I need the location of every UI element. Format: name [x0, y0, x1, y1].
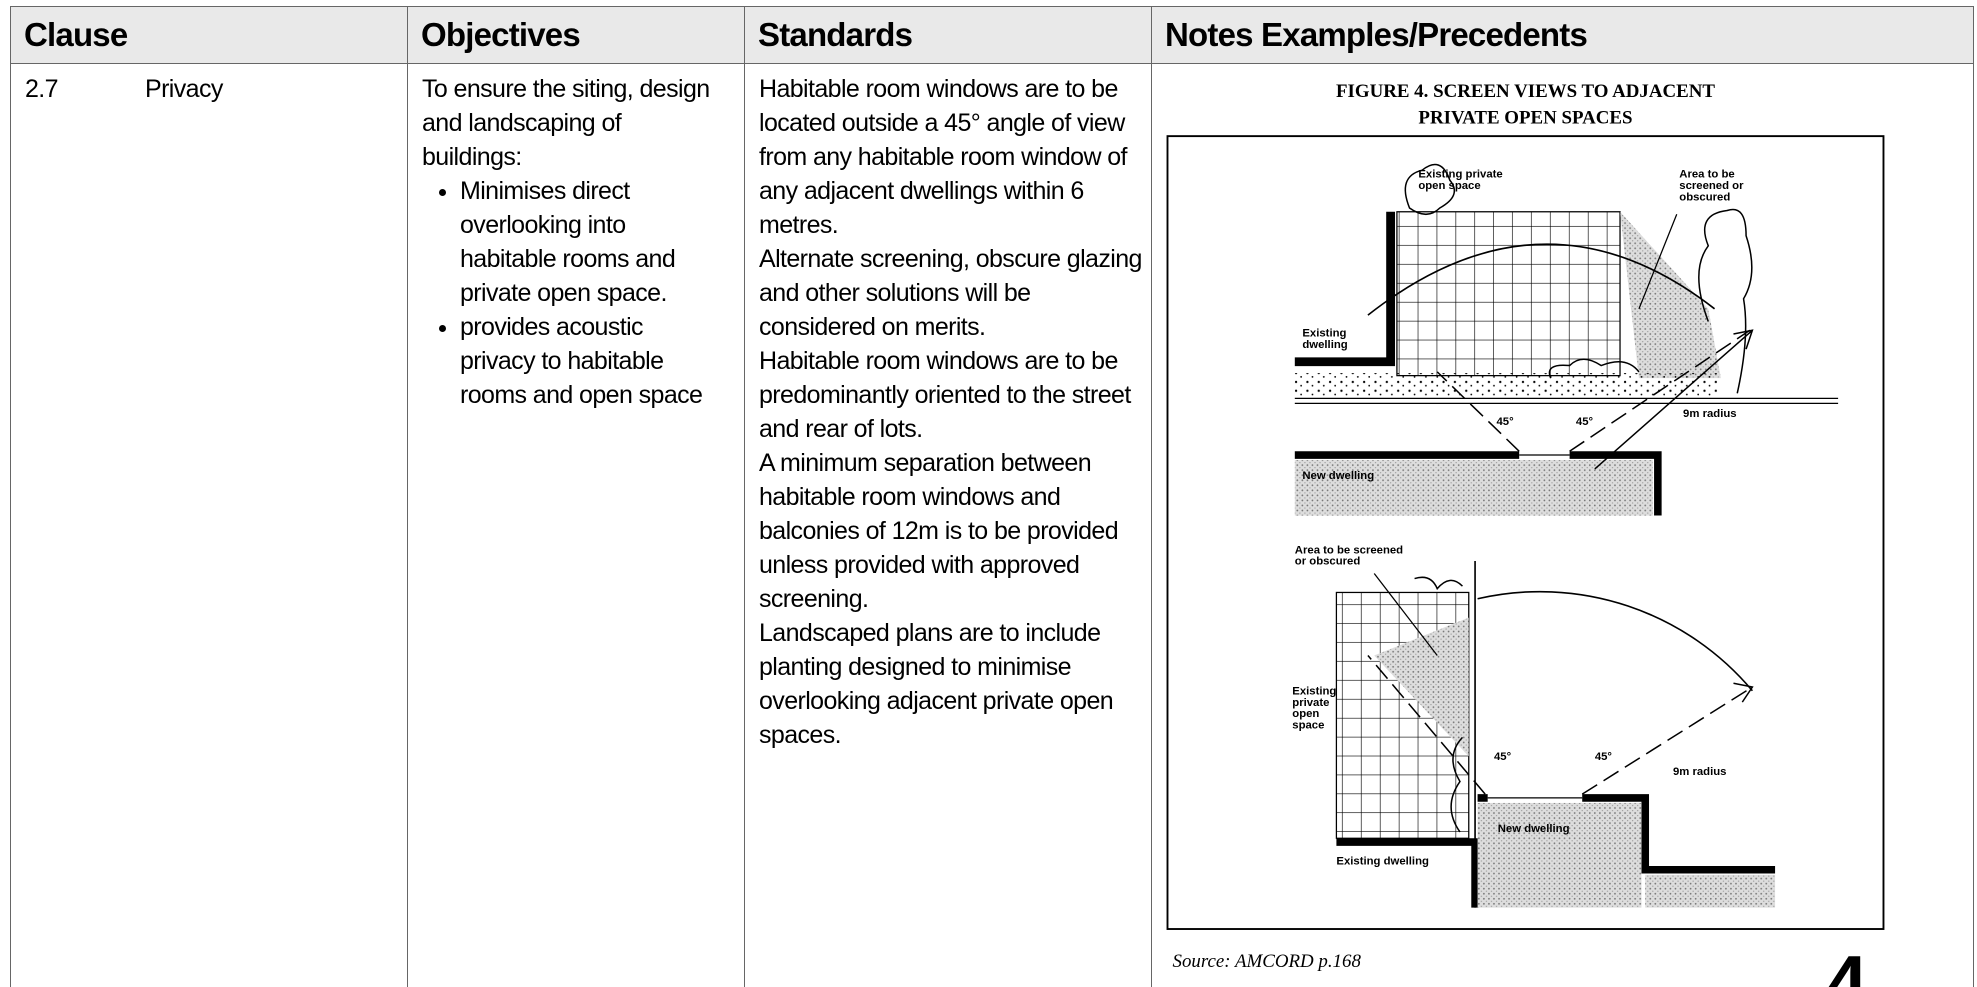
- figure-label: 45°: [1496, 416, 1514, 428]
- standard: Habitable room windows are to be predomi…: [759, 347, 1131, 443]
- border: [10, 6, 1973, 7]
- figure-label: Existing private: [1418, 169, 1502, 181]
- standard: Alternate screening, obscure glazing and…: [759, 245, 1142, 341]
- figure-title: FIGURE 4. SCREEN VIEWS TO ADJACENT: [1336, 81, 1715, 102]
- figure-label: Area to be screened: [1295, 544, 1403, 556]
- figure-label: space: [1292, 720, 1324, 732]
- border: [10, 63, 1973, 64]
- standard: Habitable room windows are to be located…: [759, 75, 1128, 239]
- figure-label: open space: [1418, 180, 1480, 192]
- figure-drawing: [1166, 135, 1885, 930]
- figure-label: Area to be: [1679, 169, 1734, 181]
- figure-label: private: [1292, 697, 1329, 709]
- figure-label: 45°: [1576, 416, 1594, 428]
- figure-label: 9m radius: [1683, 408, 1737, 420]
- figure-label: or obscured: [1295, 556, 1361, 568]
- figure-label: 45°: [1494, 751, 1512, 763]
- clause-title: Privacy: [145, 75, 223, 103]
- figure-label: open: [1292, 708, 1319, 720]
- figure-label: New dwelling: [1302, 470, 1374, 482]
- figure-label: Existing: [1302, 328, 1346, 340]
- standard: Landscaped plans are to include planting…: [759, 619, 1114, 749]
- figure-source: Source: AMCORD p.168: [1173, 951, 1362, 972]
- objectives-intro: To ensure the siting, design and landsca…: [422, 75, 710, 171]
- figure-label: 9m radius: [1673, 766, 1727, 778]
- figure-label: Existing dwelling: [1336, 856, 1429, 868]
- header-cell: Standards: [744, 6, 1151, 63]
- border: [407, 6, 408, 987]
- figure-label: New dwelling: [1498, 823, 1570, 835]
- header-cell: Notes Examples/Precedents: [1151, 6, 1973, 63]
- header-cell: Objectives: [407, 6, 744, 63]
- figure-label: 45°: [1595, 751, 1613, 763]
- objective-bullet: provides acoustic privacy to habitable r…: [460, 310, 722, 412]
- figure-title: PRIVATE OPEN SPACES: [1418, 108, 1632, 129]
- border: [744, 6, 745, 987]
- standards: Habitable room windows are to be located…: [759, 72, 1144, 752]
- figure-label: screened or: [1679, 180, 1744, 192]
- figure-label: obscured: [1679, 191, 1730, 203]
- objectives: To ensure the siting, design and landsca…: [422, 72, 722, 412]
- objective-bullet: Minimises direct overlooking into habita…: [460, 174, 722, 310]
- border: [10, 6, 11, 987]
- figure-label: dwelling: [1302, 339, 1347, 351]
- clause-number: 2.7: [25, 75, 59, 103]
- border: [1151, 6, 1152, 987]
- page-mark: 4: [1825, 941, 1867, 987]
- figure-label: Existing: [1292, 686, 1336, 698]
- header-cell: Clause: [10, 6, 407, 63]
- standard: A minimum separation between habitable r…: [759, 449, 1119, 613]
- objectives-list: Minimises direct overlooking into habita…: [422, 174, 722, 412]
- border: [1973, 6, 1974, 987]
